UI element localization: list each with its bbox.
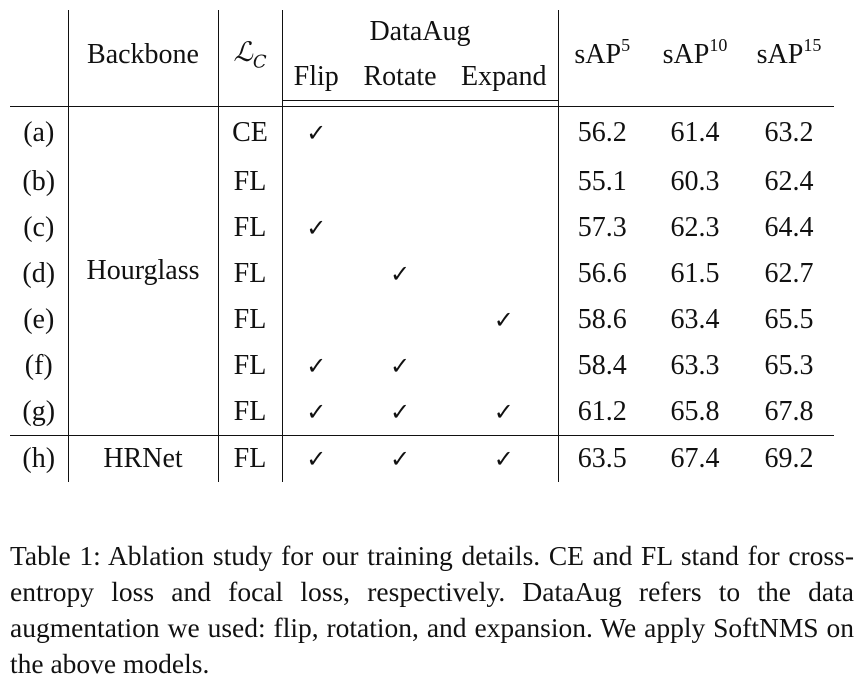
row-loss: FL [217, 343, 282, 389]
row-sap15: 69.2 [744, 435, 834, 482]
row-sap10: 67.4 [646, 435, 744, 482]
expand-check [450, 205, 558, 251]
row-sap5: 63.5 [557, 435, 646, 482]
row-sap10: 61.4 [670, 117, 720, 148]
row-sap5: 55.1 [557, 159, 646, 205]
row-sap15: 65.5 [764, 304, 814, 335]
row-sap5: 57.3 [557, 205, 646, 251]
row-sap10: 65.8 [670, 396, 720, 427]
row-sap5: 58.6 [557, 297, 646, 343]
header-id [10, 10, 68, 101]
row-sap15: 63.2 [764, 117, 814, 148]
rotate-check [350, 107, 450, 160]
caption-label: Table 1: [10, 540, 101, 571]
row-id: (b) [22, 166, 56, 197]
flip-check: ✓ [281, 435, 350, 482]
sap10-sup: 10 [709, 34, 728, 55]
rotate-check [350, 297, 450, 343]
row-sap5: 56.2 [557, 106, 646, 159]
row-loss: FL [217, 251, 282, 297]
table-caption: Table 1: Ablation study for our training… [10, 538, 854, 682]
sap5-base: sAP [574, 39, 622, 71]
loss-subscript: C [252, 51, 267, 73]
row-loss: FL [217, 435, 282, 482]
rotate-check: ✓ [389, 352, 411, 380]
flip-check: ✓ [281, 389, 350, 436]
table-row: (f) FL ✓ ✓ 58.4 63.3 65.3 [10, 343, 834, 389]
flip-check: ✓ [281, 106, 350, 159]
table-row: (b) FL 55.1 60.3 62.4 [10, 159, 834, 205]
header-backbone: Backbone [67, 10, 218, 101]
row-sap15: 65.3 [764, 350, 814, 381]
row-sap10: 63.3 [670, 350, 720, 381]
row-sap15: 64.4 [764, 212, 814, 243]
sap5-sup: 5 [621, 34, 631, 55]
backbone-hourglass: Hourglass [67, 106, 218, 436]
table-row: (e) FL ✓ 58.6 63.4 65.5 [10, 297, 834, 343]
row-sap10: 61.5 [670, 258, 720, 289]
expand-check: ✓ [493, 306, 514, 334]
flip-check: ✓ [281, 205, 350, 251]
sap15-sup: 15 [803, 34, 822, 55]
row-id: (h) [10, 435, 68, 482]
header-loss: ℒC [217, 10, 282, 101]
header-flip: Flip [281, 54, 350, 101]
row-sap15: 67.8 [764, 396, 814, 427]
row-sap10: 63.4 [670, 304, 720, 335]
row-id: (a) [23, 117, 55, 148]
row-id: (e) [23, 304, 55, 335]
row-sap10: 62.3 [670, 212, 720, 243]
row-id: (g) [22, 396, 56, 427]
expand-check: ✓ [450, 435, 558, 482]
row-sap5: 56.6 [557, 251, 646, 297]
header-sap5: sAP5 [557, 10, 646, 101]
rotate-check [350, 205, 450, 251]
row-sap15: 62.7 [764, 258, 814, 289]
row-id: (c) [23, 212, 55, 243]
flip-check: ✓ [281, 343, 350, 389]
flip-check [281, 251, 350, 297]
row-sap15: 62.4 [764, 166, 814, 197]
row-loss: FL [217, 389, 282, 436]
table-row: (g) FL ✓ ✓ ✓ 61.2 65.8 67.8 [10, 389, 834, 436]
row-loss: FL [217, 297, 282, 343]
rotate-check: ✓ [389, 398, 411, 426]
sap10-base: sAP [662, 39, 710, 71]
row-loss: CE [217, 106, 282, 159]
row-id: (f) [24, 350, 53, 381]
expand-check: ✓ [493, 398, 514, 426]
expand-check [450, 343, 558, 389]
table-row: (c) FL ✓ 57.3 62.3 64.4 [10, 205, 834, 251]
header-sap10: sAP10 [646, 10, 744, 101]
expand-check [450, 159, 558, 205]
rotate-check [350, 159, 450, 205]
header-expand: Expand [450, 54, 558, 101]
row-loss: FL [217, 159, 282, 205]
header-sap15: sAP15 [744, 10, 834, 101]
expand-check [450, 251, 558, 297]
row-loss: FL [217, 205, 282, 251]
flip-check [281, 297, 350, 343]
backbone-hrnet: HRNet [67, 435, 218, 482]
header-rotate: Rotate [350, 54, 450, 101]
row-id: (d) [22, 258, 56, 289]
row-sap5: 58.4 [557, 343, 646, 389]
loss-symbol: ℒ [233, 37, 253, 69]
rotate-check: ✓ [350, 435, 450, 482]
flip-check [281, 159, 350, 205]
ablation-table: Backbone ℒC DataAug sAP5 sAP10 sAP15 Fli… [10, 10, 834, 482]
caption-text: Ablation study for our training details.… [10, 540, 854, 679]
table-row: (d) FL ✓ 56.6 61.5 62.7 [10, 251, 834, 297]
rotate-check: ✓ [389, 260, 411, 288]
table-row: (h) HRNet FL ✓ ✓ ✓ 63.5 67.4 69.2 [10, 435, 834, 482]
header-dataaug: DataAug [281, 10, 558, 54]
sap15-base: sAP [756, 39, 804, 71]
row-sap5: 61.2 [557, 389, 646, 436]
table-row: (a) Hourglass CE ✓ 56.2 61.4 63.2 [10, 106, 834, 436]
row-sap10: 60.3 [670, 166, 720, 197]
expand-check [450, 107, 558, 160]
